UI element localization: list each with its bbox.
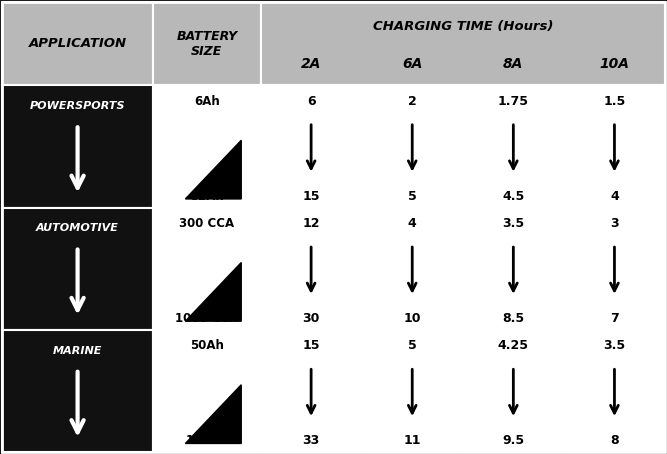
Polygon shape: [185, 385, 241, 444]
Text: 8: 8: [610, 434, 619, 448]
Bar: [261, 85, 362, 207]
Text: 7: 7: [610, 312, 619, 325]
Text: 6A: 6A: [402, 58, 422, 71]
Text: 10A: 10A: [600, 58, 630, 71]
Bar: [153, 85, 261, 207]
Bar: [153, 330, 261, 452]
Text: 12: 12: [302, 217, 320, 230]
Text: 33: 33: [303, 434, 319, 448]
Bar: [261, 207, 362, 330]
Text: POWERSPORTS: POWERSPORTS: [30, 101, 125, 111]
Text: 3.5: 3.5: [502, 217, 524, 230]
Bar: [2, 2, 153, 85]
Text: 1000 CCA: 1000 CCA: [175, 312, 239, 325]
Text: CHARGING TIME (Hours): CHARGING TIME (Hours): [373, 20, 553, 34]
Bar: [564, 85, 665, 207]
Bar: [564, 207, 665, 330]
Text: 6: 6: [307, 94, 315, 108]
Bar: [362, 330, 463, 452]
Text: APPLICATION: APPLICATION: [29, 37, 127, 50]
Text: AUTOMOTIVE: AUTOMOTIVE: [36, 223, 119, 233]
Text: 4.5: 4.5: [502, 190, 524, 203]
Text: 30: 30: [302, 312, 319, 325]
Bar: [261, 330, 362, 452]
Text: 4: 4: [408, 217, 417, 230]
Text: 4.25: 4.25: [498, 339, 529, 352]
Text: 2A: 2A: [301, 58, 321, 71]
Text: 15: 15: [302, 190, 320, 203]
Text: 3: 3: [610, 217, 619, 230]
Bar: [463, 85, 564, 207]
Text: 11: 11: [404, 434, 421, 448]
Polygon shape: [185, 262, 241, 321]
Bar: [564, 330, 665, 452]
Text: 105Ah: 105Ah: [186, 434, 228, 448]
Text: 1.75: 1.75: [498, 94, 529, 108]
Text: 6Ah: 6Ah: [194, 94, 219, 108]
Text: 5: 5: [408, 190, 417, 203]
Bar: [2, 85, 153, 207]
Text: BATTERY
SIZE: BATTERY SIZE: [176, 30, 237, 58]
Text: 5: 5: [408, 339, 417, 352]
Text: 15: 15: [302, 339, 320, 352]
Bar: [463, 330, 564, 452]
Bar: [153, 2, 261, 85]
Text: 3.5: 3.5: [604, 339, 626, 352]
Polygon shape: [185, 140, 241, 199]
Text: 32Ah: 32Ah: [190, 190, 223, 203]
Bar: [261, 2, 665, 85]
Text: 10: 10: [404, 312, 421, 325]
Text: 8.5: 8.5: [502, 312, 524, 325]
Bar: [463, 207, 564, 330]
Text: 300 CCA: 300 CCA: [179, 217, 234, 230]
Bar: [362, 207, 463, 330]
Bar: [2, 207, 153, 330]
Text: 8A: 8A: [503, 58, 524, 71]
Text: 4: 4: [610, 190, 619, 203]
Bar: [153, 207, 261, 330]
Text: 9.5: 9.5: [502, 434, 524, 448]
Bar: [2, 330, 153, 452]
Text: MARINE: MARINE: [53, 345, 102, 355]
Text: 2: 2: [408, 94, 417, 108]
Text: 50Ah: 50Ah: [190, 339, 224, 352]
Text: 1.5: 1.5: [604, 94, 626, 108]
Bar: [362, 85, 463, 207]
